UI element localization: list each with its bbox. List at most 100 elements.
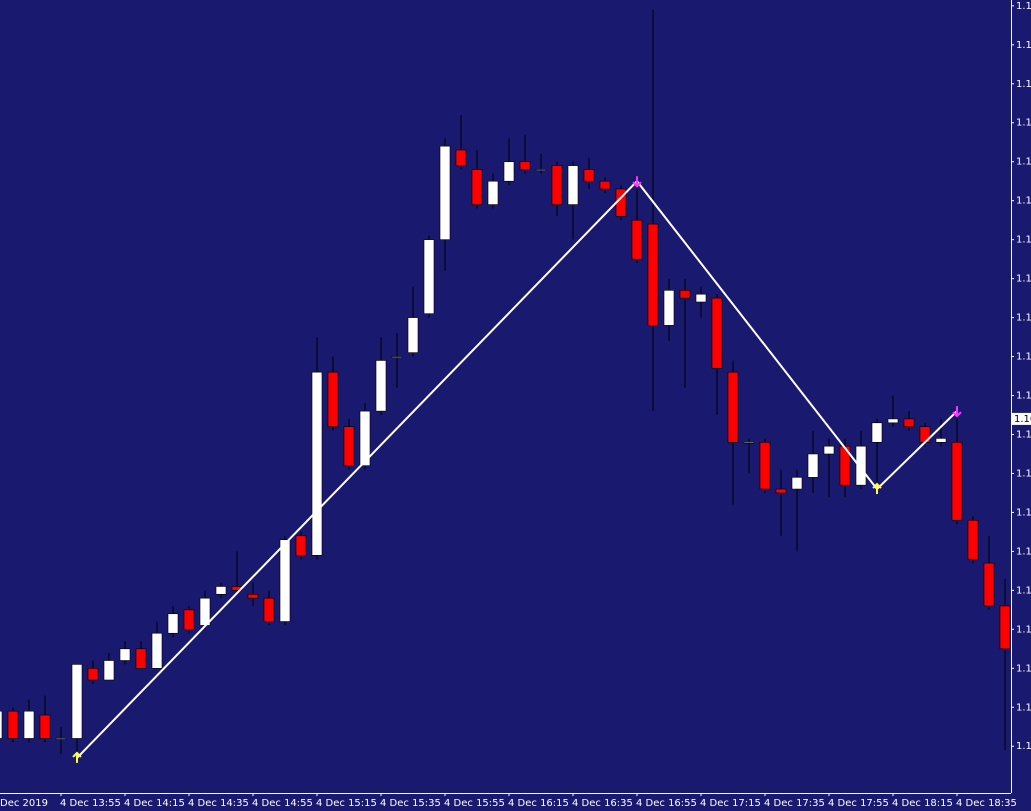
plot (0, 9, 1011, 763)
y-tick-label: 1.1 (1016, 702, 1031, 713)
candle-body (359, 410, 371, 466)
x-tick-label: Dec 2019 (0, 798, 48, 809)
y-tick-label: 1.1 (1016, 157, 1031, 168)
candle-body (647, 223, 659, 326)
candle-body (135, 648, 147, 669)
candle-body (967, 519, 979, 560)
x-tick-label: 4 Dec 16:55 (636, 798, 697, 809)
candle-body (855, 445, 867, 486)
y-tick-label: 1.1 (1016, 1, 1031, 12)
candle-body (887, 418, 899, 424)
x-tick-label: 4 Dec 18:35 (956, 798, 1017, 809)
candle-body (759, 441, 771, 490)
x-tick-label: 4 Dec 14:35 (188, 798, 249, 809)
candle-body (711, 297, 723, 369)
candle-body (167, 613, 179, 634)
candle-body (631, 219, 643, 260)
y-tick-label: 1.1 (1016, 741, 1031, 752)
price-label-box (1012, 412, 1031, 425)
candle-body (103, 660, 115, 681)
candle-body (823, 445, 835, 455)
candle-body (423, 239, 435, 314)
zigzag-line (76, 179, 958, 759)
x-tick-label: 4 Dec 16:15 (508, 798, 569, 809)
x-tick-label: 4 Dec 17:35 (764, 798, 825, 809)
candle-body (55, 738, 67, 740)
candle-body (295, 535, 307, 556)
x-tick-label: 4 Dec 14:15 (124, 798, 185, 809)
y-tick-label: 1.1 (1016, 585, 1031, 596)
x-tick-label: 4 Dec 13:55 (60, 798, 121, 809)
x-tick-label: 4 Dec 14:55 (252, 798, 313, 809)
candle-body (791, 477, 803, 490)
y-tick-label: 1.1 (1016, 313, 1031, 324)
y-tick-label: 1.1 (1016, 546, 1031, 557)
candle-body (247, 593, 259, 599)
candle-body (263, 597, 275, 622)
candle-body (439, 145, 451, 240)
candle-body (663, 290, 675, 326)
candle-body (215, 586, 227, 595)
candle-body (839, 445, 851, 486)
candle-body (775, 488, 787, 494)
candle-body (583, 169, 595, 182)
candle-body (567, 165, 579, 205)
low-arrow (872, 482, 882, 495)
y-tick-label: 1.1 (1016, 274, 1031, 285)
x-tick-label: 4 Dec 15:55 (444, 798, 505, 809)
candle-body (983, 562, 995, 607)
candle-body (343, 426, 355, 466)
candle-body (151, 632, 163, 669)
candle-body (599, 180, 611, 190)
y-tick-label: 1.1 (1016, 624, 1031, 635)
candle-body (807, 453, 819, 478)
y-tick-label: 1.1 (1016, 196, 1031, 207)
candle-body (391, 356, 403, 358)
candle-body (679, 290, 691, 299)
candle-body (71, 664, 83, 739)
x-tick-label: 4 Dec 15:35 (380, 798, 441, 809)
y-tick-label: 1.1 (1016, 40, 1031, 51)
candle-body (455, 149, 467, 166)
candle-body (327, 371, 339, 428)
candle-body (871, 422, 883, 443)
x-tick-label: 4 Dec 18:15 (892, 798, 953, 809)
candle-body (999, 605, 1011, 650)
candle-body (183, 609, 195, 630)
y-tick-label: 1.1 (1016, 663, 1031, 674)
candle-body (727, 371, 739, 443)
candle-body (23, 710, 35, 739)
high-arrow (952, 406, 962, 418)
y-tick-label: 1.1 (1016, 507, 1031, 518)
candle-body (503, 161, 515, 182)
y-tick-label: 1.1 (1016, 352, 1031, 363)
candle-body (0, 710, 3, 739)
x-tick-label: 4 Dec 17:55 (828, 798, 889, 809)
x-tick-label: 4 Dec 15:15 (316, 798, 377, 809)
candle-body (903, 418, 915, 428)
candle-body (471, 169, 483, 205)
candle-body (695, 293, 707, 303)
candle-body (119, 648, 131, 661)
candle-body (935, 438, 947, 443)
y-tick-label: 1.1 (1016, 118, 1031, 129)
y-tick-label: 1.1 (1016, 235, 1031, 246)
candle-body (87, 668, 99, 681)
candle-body (311, 371, 323, 556)
x-tick-label: 4 Dec 16:35 (572, 798, 633, 809)
candle-body (279, 539, 291, 622)
candle-body (519, 161, 531, 170)
candle-body (551, 165, 563, 205)
x-tick-label: 4 Dec 17:15 (700, 798, 761, 809)
candle-body (407, 317, 419, 353)
candle-body (487, 180, 499, 205)
candle-body (743, 441, 755, 444)
y-tick-label: 1.1 (1016, 79, 1031, 90)
y-tick-label: 1.1 (1016, 468, 1031, 479)
y-tick-label: 1.1 (1016, 429, 1031, 440)
candle-body (375, 360, 387, 412)
candle-body (7, 710, 19, 739)
candle-body (951, 441, 963, 521)
